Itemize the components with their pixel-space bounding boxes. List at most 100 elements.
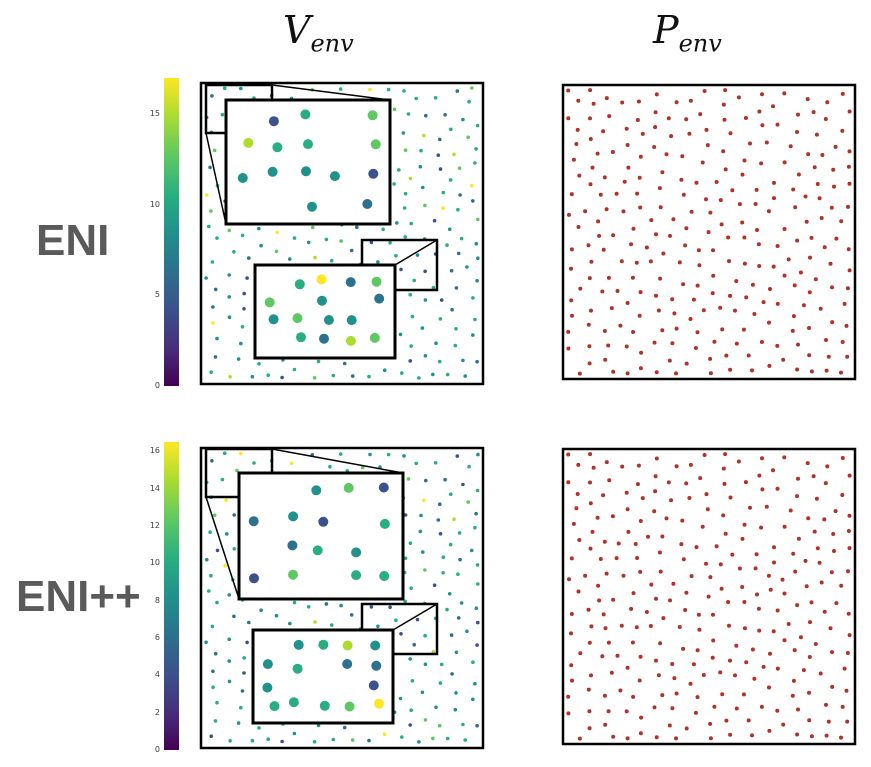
particle — [222, 86, 227, 90]
particle — [257, 726, 261, 730]
particle — [654, 92, 659, 97]
zoom-particle — [371, 660, 382, 671]
particle — [622, 179, 627, 184]
particle — [753, 566, 758, 571]
particle — [660, 693, 665, 698]
particle — [609, 670, 614, 675]
particle — [771, 264, 776, 269]
particle — [830, 320, 835, 325]
particle — [704, 197, 708, 202]
particle — [418, 529, 423, 534]
particle — [728, 293, 732, 298]
particle — [795, 238, 800, 243]
particle — [664, 152, 669, 157]
particle — [742, 626, 747, 631]
particle — [476, 452, 480, 457]
particle — [768, 287, 772, 291]
particle — [587, 344, 592, 349]
particle — [845, 286, 850, 291]
particle — [728, 131, 733, 136]
particle — [817, 560, 822, 565]
zoom-connector-line — [271, 84, 391, 101]
particle — [438, 167, 443, 171]
particle — [242, 291, 246, 296]
zoom-particle — [264, 297, 275, 308]
particle — [756, 242, 761, 247]
particle — [232, 250, 236, 254]
particle — [819, 216, 824, 220]
zoom-particle — [323, 315, 334, 325]
particle — [806, 516, 811, 521]
particle — [338, 87, 343, 91]
particle — [845, 651, 850, 655]
particle — [792, 648, 797, 653]
particle — [844, 688, 849, 693]
panel-frame — [199, 81, 485, 386]
particle — [224, 498, 228, 502]
p-env-panel-eni — [561, 83, 857, 381]
particle — [671, 217, 676, 222]
particle — [424, 478, 428, 483]
particle — [839, 735, 843, 740]
particle — [602, 539, 607, 544]
particle — [689, 574, 694, 579]
particle — [698, 476, 703, 481]
particle — [453, 343, 458, 348]
particle — [418, 164, 423, 169]
particle — [823, 481, 828, 486]
particle — [473, 681, 477, 686]
particle — [445, 607, 449, 612]
particle — [567, 577, 571, 582]
particle — [744, 660, 749, 665]
particle — [670, 662, 675, 666]
particle — [423, 298, 428, 302]
particle — [618, 688, 623, 693]
particle — [840, 456, 845, 460]
particle — [621, 573, 626, 578]
particle — [629, 606, 634, 611]
particle — [474, 511, 478, 516]
particle — [625, 736, 630, 741]
particle — [431, 285, 436, 290]
particle — [587, 726, 592, 731]
particle — [473, 317, 477, 322]
zoom-particle — [317, 295, 327, 306]
particle — [812, 529, 817, 534]
particle — [746, 353, 751, 358]
particle — [292, 731, 297, 736]
particle — [208, 530, 212, 534]
particle — [742, 600, 747, 604]
particle — [410, 314, 415, 319]
particle — [653, 489, 658, 494]
particle — [386, 452, 391, 457]
particle — [211, 321, 215, 325]
particle — [824, 702, 828, 707]
particle — [458, 557, 462, 562]
zoom-particle — [319, 333, 329, 344]
particle — [674, 691, 679, 696]
zoom-particle — [272, 142, 283, 153]
particle — [644, 245, 649, 250]
particle — [227, 637, 231, 642]
particle — [596, 219, 601, 224]
particle — [456, 616, 461, 620]
particle — [634, 625, 639, 630]
particle — [225, 532, 229, 536]
particle — [771, 629, 776, 634]
particle — [640, 496, 645, 501]
particle — [736, 95, 741, 100]
particle — [638, 290, 643, 295]
particle — [667, 358, 672, 363]
particle — [239, 341, 243, 346]
particle — [324, 237, 329, 242]
particle — [457, 531, 462, 535]
particle — [796, 476, 800, 481]
particle — [840, 91, 845, 96]
particle — [734, 279, 739, 284]
particle — [403, 191, 408, 196]
particle — [604, 96, 609, 101]
particle — [781, 357, 786, 362]
particle — [475, 278, 479, 283]
particle — [213, 719, 218, 723]
particle — [815, 546, 820, 551]
